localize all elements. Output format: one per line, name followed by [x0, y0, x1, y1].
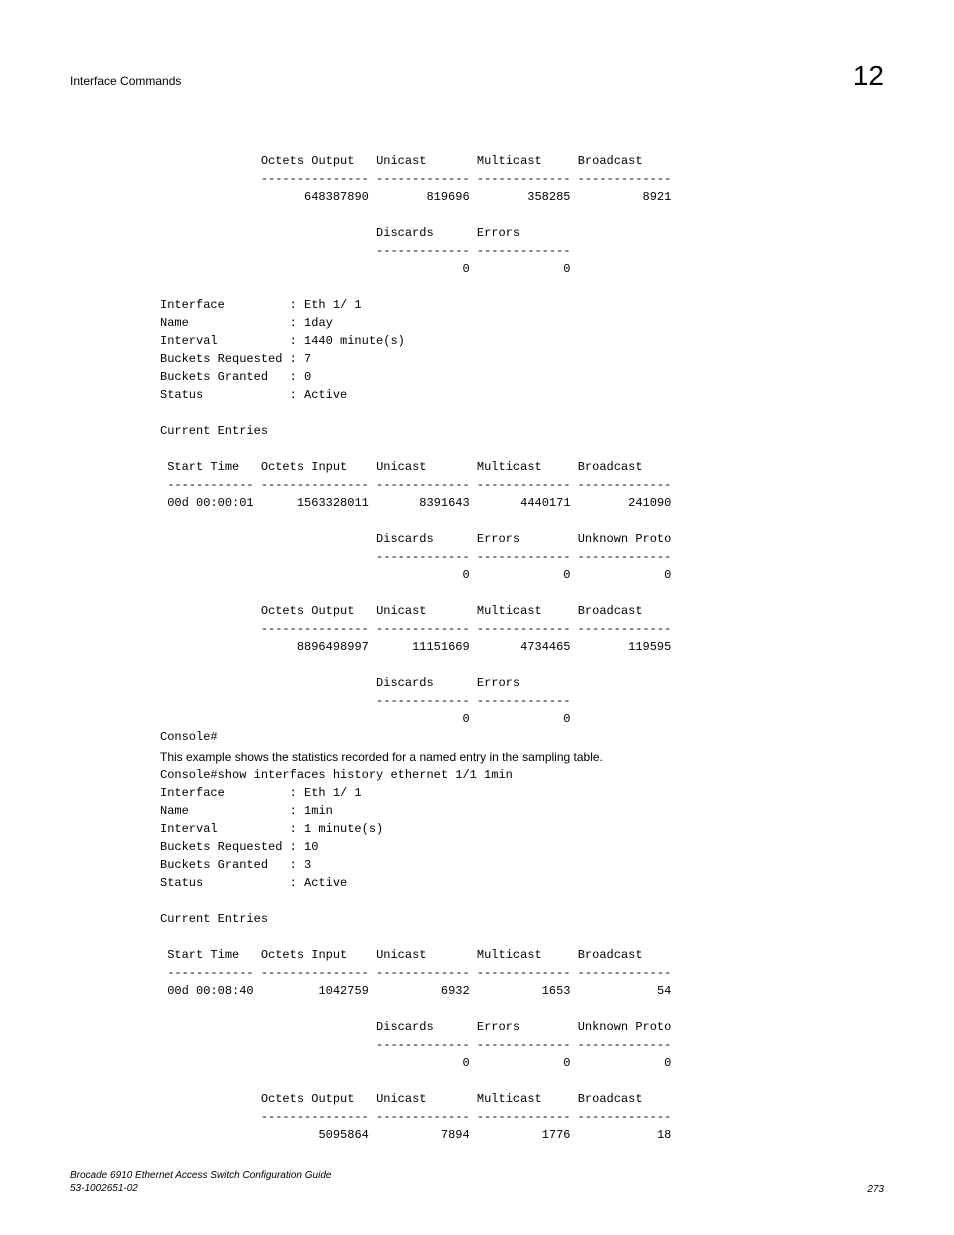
- row: Current Entries: [160, 424, 268, 438]
- chapter-number: 12: [853, 60, 884, 92]
- row: Interval : 1440 minute(s): [160, 334, 405, 348]
- footer-title: Brocade 6910 Ethernet Access Switch Conf…: [70, 1169, 331, 1182]
- row: Interface : Eth 1/ 1: [160, 786, 362, 800]
- row: ------------ --------------- -----------…: [160, 966, 671, 980]
- footer-page-number: 273: [867, 1184, 884, 1195]
- page-footer: Brocade 6910 Ethernet Access Switch Conf…: [70, 1169, 884, 1195]
- footer-left: Brocade 6910 Ethernet Access Switch Conf…: [70, 1169, 331, 1195]
- row: Start Time Octets Input Unicast Multicas…: [160, 948, 643, 962]
- row: 0 0: [160, 712, 570, 726]
- row: 0 0: [160, 262, 570, 276]
- row: Buckets Granted : 3: [160, 858, 311, 872]
- row: Octets Output Unicast Multicast Broadcas…: [160, 604, 643, 618]
- row: Discards Errors: [160, 676, 520, 690]
- narrative-text: This example shows the statistics record…: [160, 748, 884, 766]
- footer-docnum: 53-1002651-02: [70, 1182, 331, 1195]
- row: Start Time Octets Input Unicast Multicas…: [160, 460, 643, 474]
- row: 648387890 819696 358285 8921: [160, 190, 671, 204]
- row: ------------- -------------: [160, 694, 570, 708]
- row: Console#: [160, 730, 218, 744]
- row: Name : 1min: [160, 804, 333, 818]
- row: ------------- ------------- ------------…: [160, 1038, 671, 1052]
- header-title: Interface Commands: [70, 74, 181, 88]
- row: Status : Active: [160, 876, 347, 890]
- console-output-2: Console#show interfaces history ethernet…: [160, 766, 884, 1144]
- row: Status : Active: [160, 388, 347, 402]
- row: --------------- ------------- ----------…: [160, 622, 671, 636]
- row: 0 0 0: [160, 1056, 671, 1070]
- row: Octets Output Unicast Multicast Broadcas…: [160, 1092, 643, 1106]
- console-output-1: Octets Output Unicast Multicast Broadcas…: [160, 152, 884, 746]
- row: Interface : Eth 1/ 1: [160, 298, 362, 312]
- row: Octets Output Unicast Multicast Broadcas…: [160, 154, 643, 168]
- page-header: Interface Commands 12: [70, 60, 884, 92]
- row: Current Entries: [160, 912, 268, 926]
- row: ------------- -------------: [160, 244, 570, 258]
- row: --------------- ------------- ----------…: [160, 172, 671, 186]
- row: 0 0 0: [160, 568, 671, 582]
- row: Console#show interfaces history ethernet…: [160, 768, 513, 782]
- row: ------------- ------------- ------------…: [160, 550, 671, 564]
- row: ------------ --------------- -----------…: [160, 478, 671, 492]
- row: 8896498997 11151669 4734465 119595: [160, 640, 671, 654]
- row: Discards Errors: [160, 226, 520, 240]
- row: 5095864 7894 1776 18: [160, 1128, 671, 1142]
- row: 00d 00:00:01 1563328011 8391643 4440171 …: [160, 496, 671, 510]
- row: --------------- ------------- ----------…: [160, 1110, 671, 1124]
- row: 00d 00:08:40 1042759 6932 1653 54: [160, 984, 671, 998]
- row: Name : 1day: [160, 316, 333, 330]
- row: Buckets Requested : 7: [160, 352, 311, 366]
- row: Buckets Granted : 0: [160, 370, 311, 384]
- row: Discards Errors Unknown Proto: [160, 532, 671, 546]
- row: Interval : 1 minute(s): [160, 822, 383, 836]
- row: Discards Errors Unknown Proto: [160, 1020, 671, 1034]
- row: Buckets Requested : 10: [160, 840, 318, 854]
